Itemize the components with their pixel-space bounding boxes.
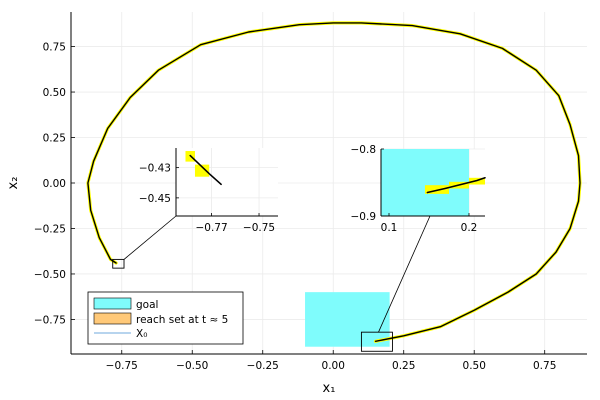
inset-trajectory-line — [426, 177, 486, 194]
x-tick-label: 0.25 — [392, 360, 415, 372]
connector-line-1 — [378, 215, 431, 333]
inset-x-tick-label: −0.75 — [243, 222, 275, 234]
trajectory-line — [87, 22, 581, 342]
legend: goal reach set at t ≈ 5 X₀ — [87, 291, 244, 345]
inset-0: −0.77 −0.75 −0.43 −0.45 — [139, 148, 278, 234]
legend-label-goal: goal — [136, 299, 158, 311]
inset-y-tick-label: −0.43 — [139, 163, 171, 175]
x-tick-label: 0.75 — [533, 360, 556, 372]
connector-line-0 — [123, 215, 177, 260]
x-tick-label: −0.75 — [106, 360, 138, 372]
legend-swatch-goal — [93, 297, 132, 310]
goal-layer — [305, 292, 390, 347]
x-tick-label: −0.50 — [176, 360, 208, 372]
x-tick-label: 0.50 — [463, 360, 486, 372]
goal-region — [305, 292, 390, 347]
x-tick-label: 0.00 — [322, 360, 345, 372]
inset-y-tick-label: −0.9 — [351, 211, 377, 223]
y-tick-label: −0.50 — [34, 269, 66, 281]
y-tick-label: −0.75 — [34, 314, 66, 326]
legend-label-reach-set: reach set at t ≈ 5 — [136, 314, 228, 326]
ticks: −0.75 −0.50 −0.25 0.00 0.25 0.50 0.75 −0.75 −0.5… — [34, 42, 557, 372]
x-tick-label: −0.25 — [247, 360, 279, 372]
y-tick-label: 0.00 — [43, 178, 66, 190]
inset-reach-set-1 — [194, 164, 210, 177]
y-tick-label: 0.75 — [43, 42, 66, 54]
marker-layer — [112, 258, 393, 352]
inset-trajectory-line — [189, 154, 222, 186]
inset-x-tick-label: −0.77 — [195, 222, 227, 234]
trajectory-layer — [86, 21, 582, 343]
insets: −0.77 −0.75 −0.43 −0.45 0.1 0.2 −0.8 −0.9 — [139, 144, 486, 234]
inset-x-tick-label: 0.2 — [461, 222, 478, 234]
inset-1: 0.1 0.2 −0.8 −0.9 — [351, 144, 486, 234]
y-tick-label: 0.50 — [43, 87, 66, 99]
inset-y-tick-label: −0.8 — [351, 144, 377, 156]
inset-y-tick-label: −0.45 — [139, 193, 171, 205]
zoom-marker-1 — [360, 331, 393, 352]
y-axis-label: x₂ — [6, 177, 21, 190]
legend-label-x0: X₀ — [136, 328, 147, 340]
legend-swatch-reach-set — [93, 312, 132, 325]
y-tick-label: −0.25 — [34, 223, 66, 235]
inset-x-tick-label: 0.1 — [381, 222, 398, 234]
inset-connectors — [123, 215, 431, 333]
y-tick-label: 0.25 — [43, 133, 66, 145]
x-axis-label: x₁ — [323, 381, 336, 396]
zoom-marker-0 — [112, 258, 125, 269]
